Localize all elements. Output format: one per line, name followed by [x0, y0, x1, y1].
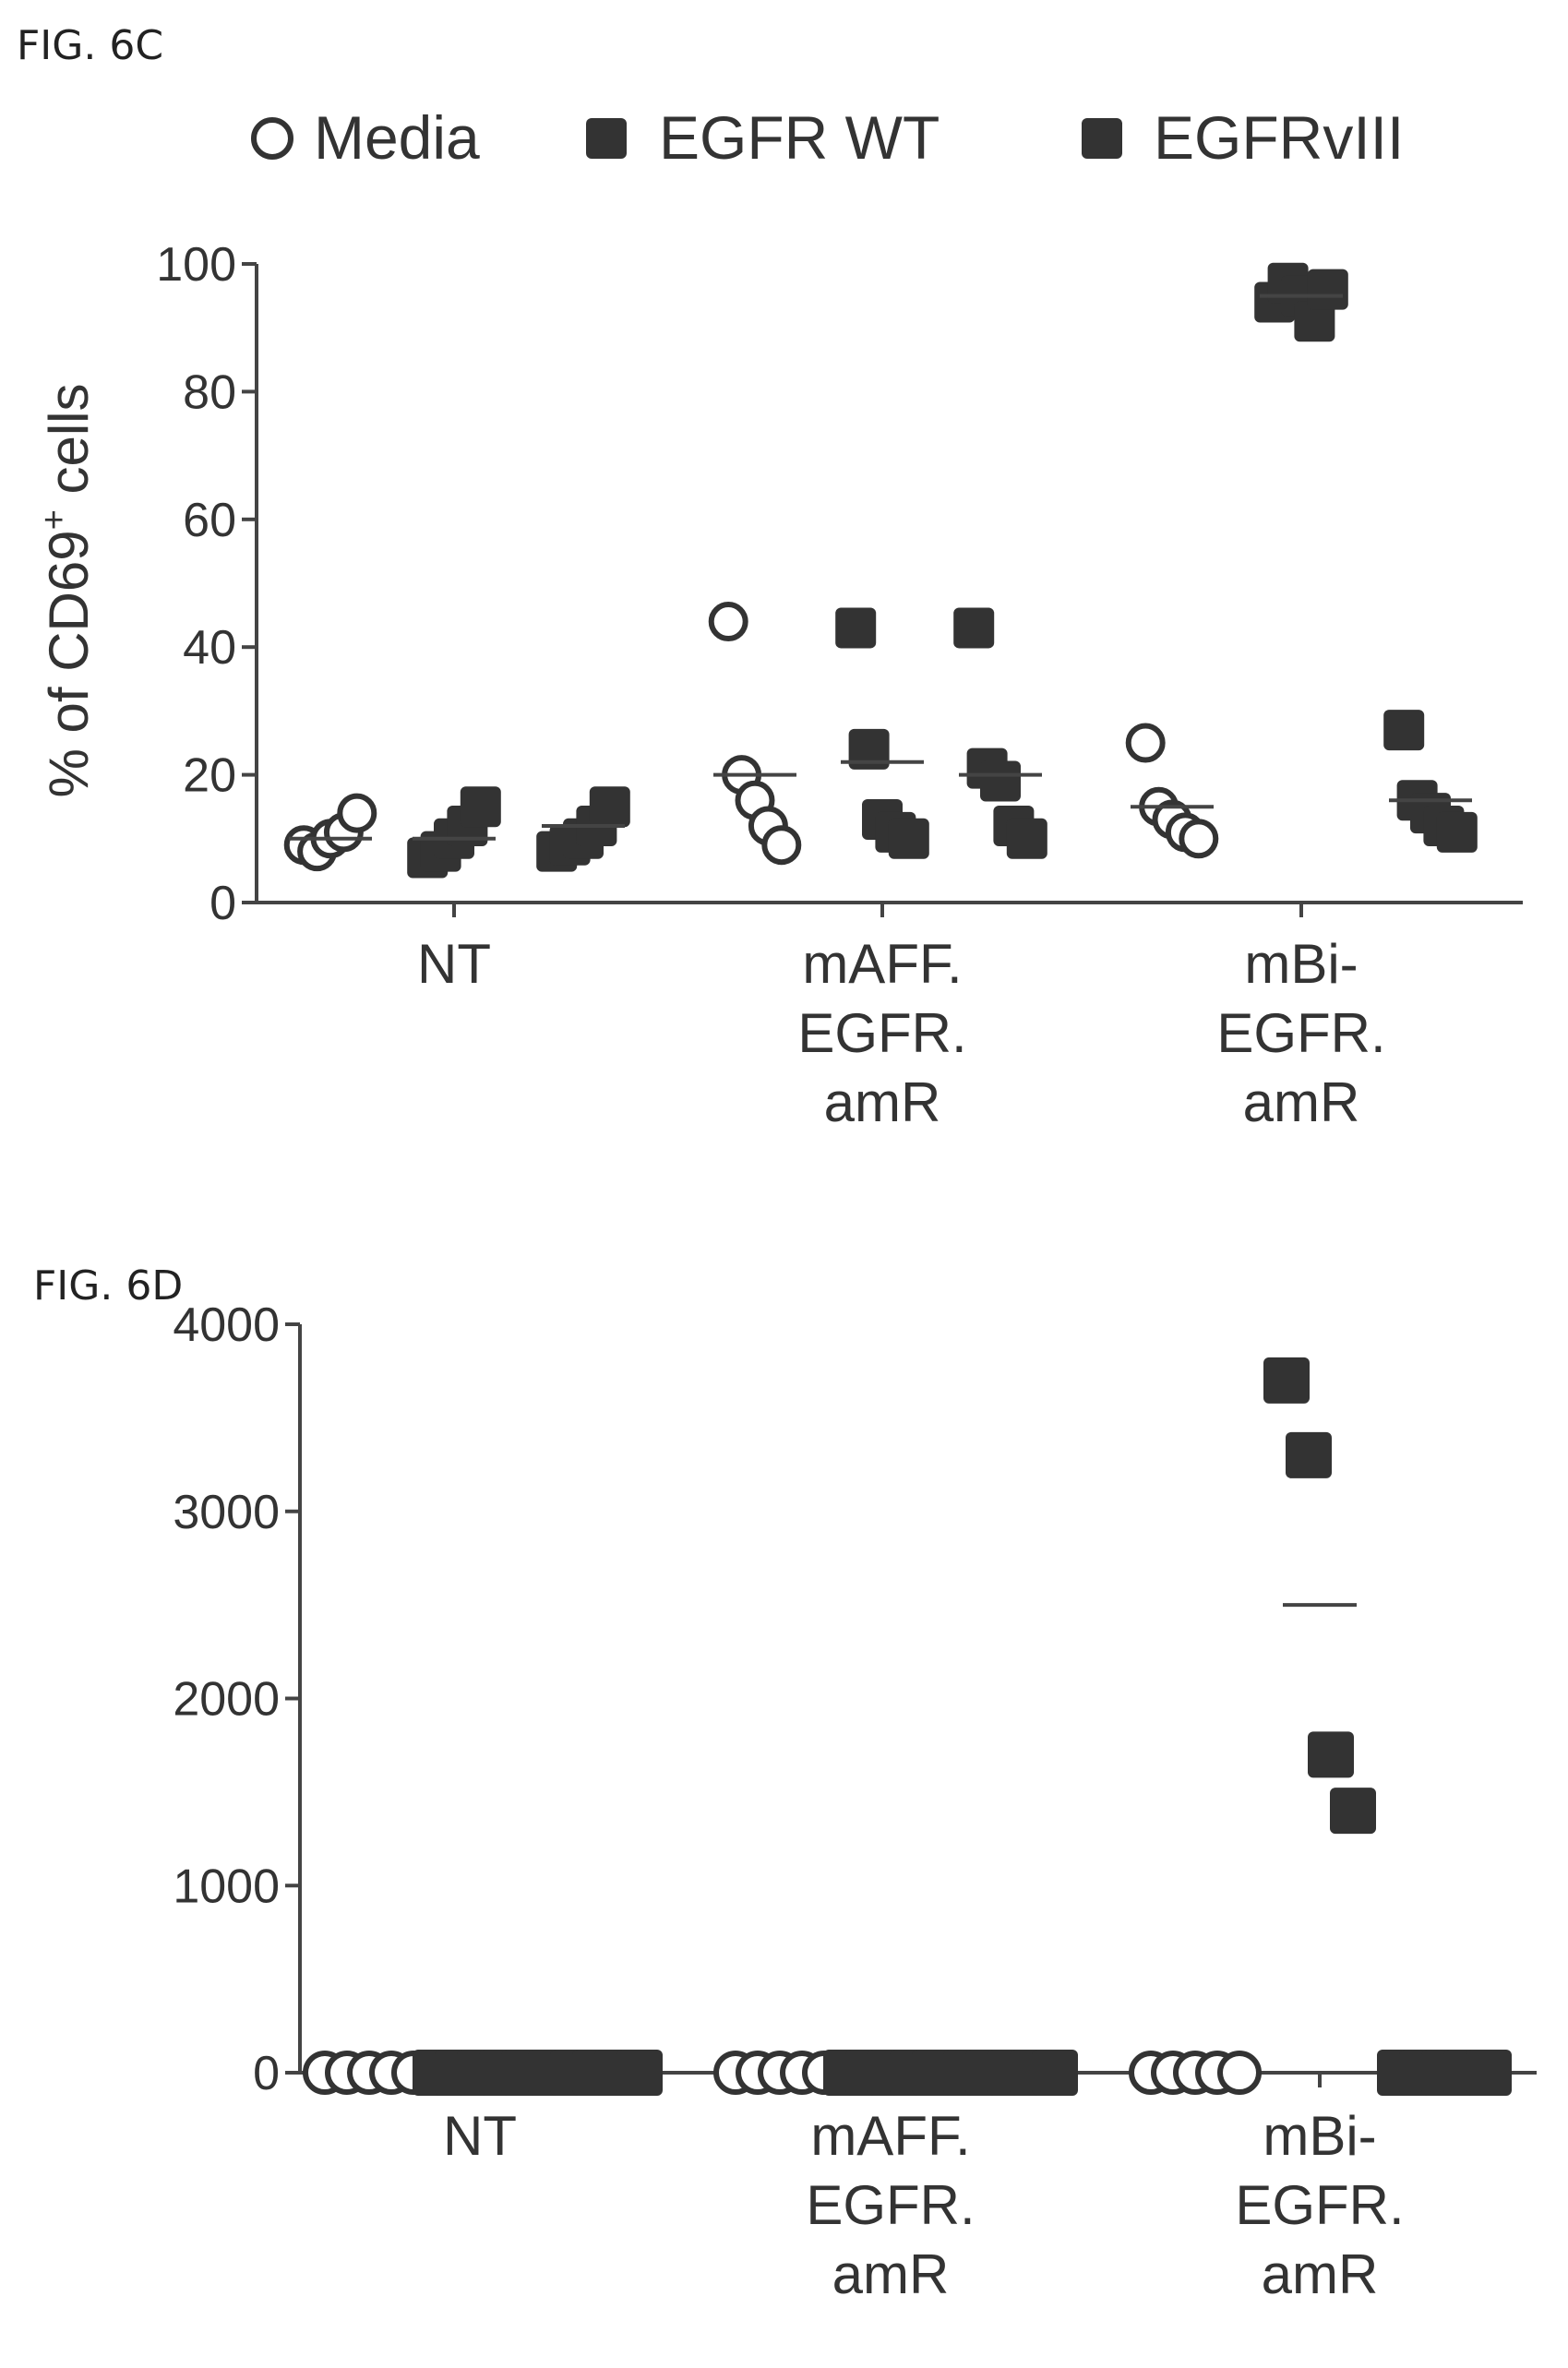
legend-label-media: Media	[314, 103, 480, 172]
x-category-label: EGFR.	[806, 2174, 975, 2236]
x-category-label: NT	[443, 2105, 517, 2167]
data-point-media	[1179, 819, 1219, 859]
y-tick-label: 2000	[173, 1673, 280, 1727]
data-point-media	[337, 793, 377, 833]
y-tick-label: 1000	[173, 1860, 280, 1913]
y-axis-label-6c: % of CD69+ cells	[35, 383, 100, 797]
data-point-egfrviii	[616, 2050, 663, 2096]
y-tick-label: 20	[183, 749, 236, 803]
y-tick-label: 4000	[173, 1298, 280, 1352]
x-category-label: amR	[1262, 2243, 1379, 2305]
x-category-label: NT	[417, 933, 491, 995]
y-tick-label: 0	[253, 2047, 280, 2100]
y-axis-label-end: cells	[38, 383, 100, 509]
x-category-label: EGFR.	[797, 1002, 966, 1064]
data-point-egfrviii	[1466, 2050, 1512, 2096]
y-tick-label: 3000	[173, 1486, 280, 1539]
y-axis-label-main: % of CD69	[38, 530, 100, 797]
data-point-egfr-wt	[460, 786, 501, 828]
x-category-label: amR	[824, 1071, 941, 1133]
figure-label-6c: FIG. 6C	[17, 22, 163, 69]
data-point-media	[708, 602, 748, 642]
data-point-egfr-wt	[1286, 1431, 1332, 1478]
data-point-egfrviii	[1032, 2050, 1078, 2096]
data-point-egfr-wt	[835, 607, 877, 649]
legend: Media EGFR WT EGFRvIII	[251, 103, 1404, 172]
legend-label-egfrviii: EGFRvIII	[1154, 103, 1404, 172]
data-point-egfr-wt	[888, 818, 929, 859]
legend-label-egfr-wt: EGFR WT	[659, 103, 940, 172]
x-category-label: mBi-	[1244, 933, 1358, 995]
x-category-label: mAFF.	[802, 933, 962, 995]
y-tick-label: 40	[183, 621, 236, 675]
chart-panel-6c: % of CD69+ cells 0 20 40 60 80 100 NT mAFF. EGFR…	[35, 238, 1523, 1133]
x-category-label: EGFR.	[1235, 2174, 1404, 2236]
x-category-label: EGFR.	[1216, 1002, 1385, 1064]
data-point-egfrviii	[589, 786, 630, 828]
data-point-egfr-wt	[1308, 1731, 1354, 1778]
legend-marker-egfrviii	[1082, 118, 1122, 159]
data-point-egfrviii	[953, 607, 995, 649]
y-tick-label: 100	[156, 238, 236, 292]
data-point-egfr-wt	[1307, 269, 1348, 310]
data-point-egfrviii	[1436, 811, 1478, 853]
data-point-egfr-wt	[1330, 1788, 1376, 1835]
legend-marker-media	[251, 117, 293, 160]
y-tick-label: 0	[209, 877, 236, 930]
data-point-media	[1125, 723, 1166, 763]
x-category-label: mBi-	[1263, 2105, 1376, 2167]
data-point-media	[1217, 2051, 1262, 2095]
y-axis-label-superscript: +	[35, 509, 74, 530]
data-point-media	[761, 825, 802, 866]
data-point-egfrviii	[1006, 818, 1047, 859]
figure-label-6d: FIG. 6D	[33, 1262, 183, 1310]
y-tick-label: 60	[183, 494, 236, 547]
chart-panel-6d: 0 1000 2000 3000 4000 NT mAFF. EGFR. amR mBi- EGFR…	[173, 1298, 1537, 2305]
y-tick-label: 80	[183, 365, 236, 419]
data-point-egfr-wt	[1294, 301, 1335, 342]
x-category-label: amR	[832, 2243, 950, 2305]
legend-marker-egfr-wt	[586, 118, 627, 159]
x-category-label: mAFF.	[810, 2105, 970, 2167]
data-point-egfr-wt	[848, 728, 890, 770]
data-point-egfr-wt	[1263, 1357, 1310, 1404]
data-point-egfrviii	[980, 760, 1021, 802]
x-category-label: amR	[1243, 1071, 1360, 1133]
data-point-egfrviii	[1383, 710, 1425, 751]
